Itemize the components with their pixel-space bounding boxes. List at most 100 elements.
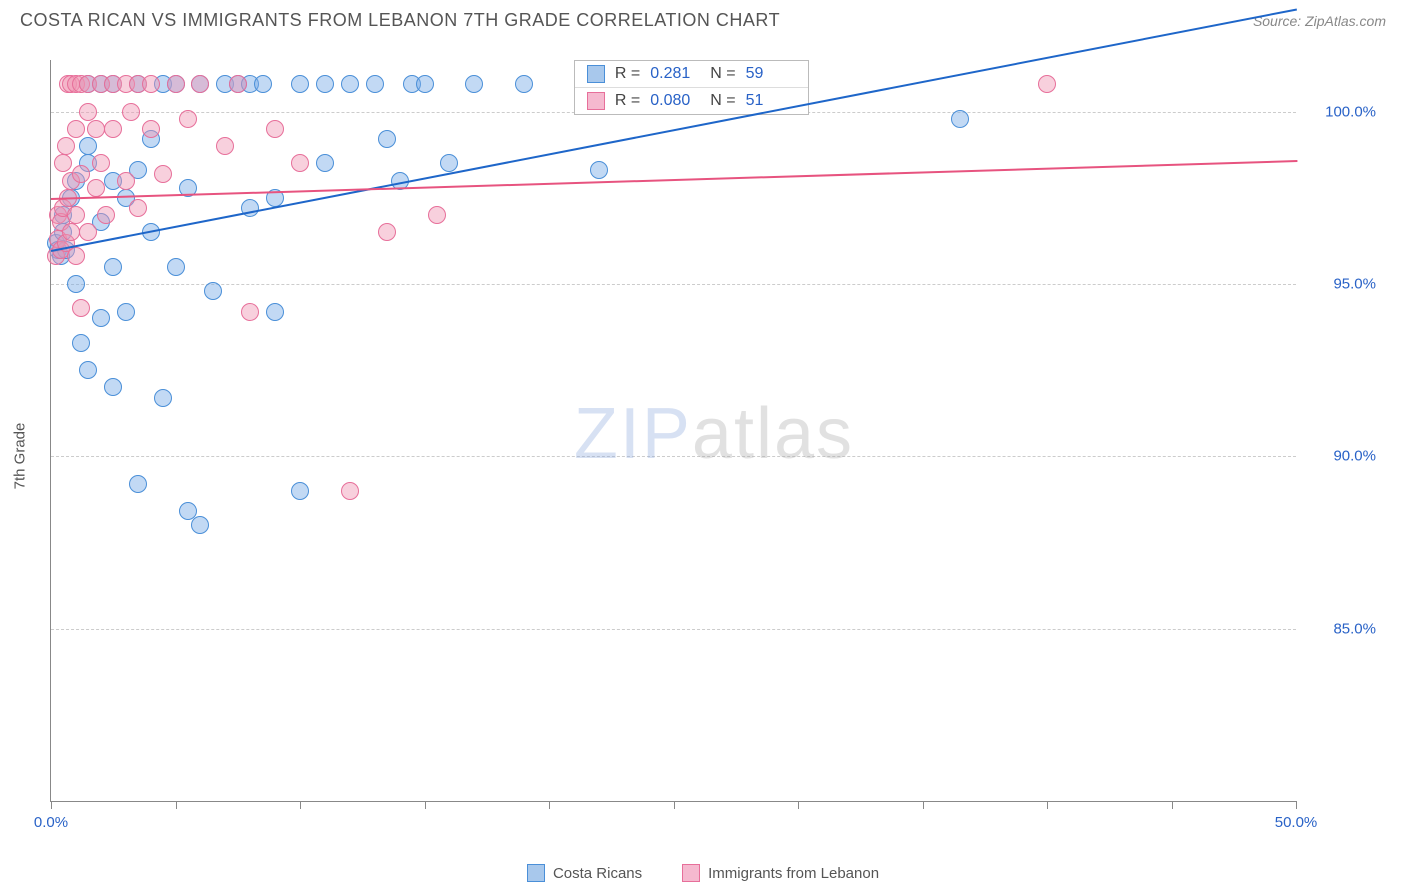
series-swatch — [587, 65, 605, 83]
data-point — [465, 75, 483, 93]
data-point — [87, 120, 105, 138]
data-point — [341, 482, 359, 500]
x-tick — [798, 801, 799, 809]
legend-swatch — [527, 864, 545, 882]
x-tick — [1172, 801, 1173, 809]
gridline — [51, 456, 1296, 457]
data-point — [216, 137, 234, 155]
legend: Costa Ricans Immigrants from Lebanon — [0, 864, 1406, 882]
x-tick — [549, 801, 550, 809]
x-tick — [425, 801, 426, 809]
data-point — [254, 75, 272, 93]
data-point — [266, 303, 284, 321]
stat-r-key: R = — [615, 92, 640, 110]
watermark-atlas: atlas — [692, 394, 854, 474]
data-point — [154, 389, 172, 407]
data-point — [266, 120, 284, 138]
x-tick — [1047, 801, 1048, 809]
y-tick-label: 100.0% — [1306, 103, 1376, 120]
data-point — [167, 75, 185, 93]
x-tick — [923, 801, 924, 809]
data-point — [72, 165, 90, 183]
data-point — [54, 154, 72, 172]
x-tick-label: 0.0% — [34, 814, 68, 831]
chart-container: 7th Grade 85.0%90.0%95.0%100.0%0.0%50.0%… — [50, 60, 1386, 852]
y-axis-label: 7th Grade — [12, 423, 29, 490]
data-point — [229, 75, 247, 93]
data-point — [87, 179, 105, 197]
data-point — [204, 282, 222, 300]
legend-item: Costa Ricans — [527, 864, 642, 882]
data-point — [366, 75, 384, 93]
data-point — [167, 258, 185, 276]
x-tick — [51, 801, 52, 809]
y-tick-label: 85.0% — [1306, 620, 1376, 637]
x-tick — [1296, 801, 1297, 809]
series-swatch — [587, 92, 605, 110]
y-tick-label: 90.0% — [1306, 448, 1376, 465]
data-point — [440, 154, 458, 172]
trend-line — [51, 160, 1297, 200]
data-point — [378, 130, 396, 148]
data-point — [122, 103, 140, 121]
data-point — [179, 110, 197, 128]
data-point — [79, 103, 97, 121]
data-point — [79, 361, 97, 379]
data-point — [1038, 75, 1056, 93]
gridline — [51, 284, 1296, 285]
x-tick-label: 50.0% — [1275, 814, 1318, 831]
data-point — [590, 161, 608, 179]
data-point — [79, 223, 97, 241]
data-point — [67, 247, 85, 265]
stat-n-key: N = — [710, 65, 735, 83]
data-point — [191, 75, 209, 93]
chart-title: COSTA RICAN VS IMMIGRANTS FROM LEBANON 7… — [20, 10, 780, 31]
stat-r-value: 0.281 — [650, 65, 700, 83]
legend-item: Immigrants from Lebanon — [682, 864, 879, 882]
data-point — [62, 223, 80, 241]
stat-n-value: 59 — [746, 65, 796, 83]
plot-area: 85.0%90.0%95.0%100.0%0.0%50.0%ZIPatlasR … — [50, 60, 1296, 802]
stats-box: R =0.281N =59R =0.080N =51 — [574, 60, 809, 115]
data-point — [291, 154, 309, 172]
data-point — [316, 154, 334, 172]
data-point — [129, 475, 147, 493]
data-point — [428, 206, 446, 224]
data-point — [142, 120, 160, 138]
data-point — [57, 137, 75, 155]
data-point — [117, 303, 135, 321]
legend-swatch — [682, 864, 700, 882]
data-point — [241, 303, 259, 321]
data-point — [97, 206, 115, 224]
legend-label: Costa Ricans — [553, 865, 642, 882]
stat-r-value: 0.080 — [650, 92, 700, 110]
data-point — [79, 137, 97, 155]
data-point — [67, 206, 85, 224]
data-point — [117, 172, 135, 190]
data-point — [515, 75, 533, 93]
data-point — [92, 154, 110, 172]
data-point — [67, 275, 85, 293]
stats-row: R = 0.281 N = 59 — [575, 61, 808, 88]
data-point — [378, 223, 396, 241]
trend-line — [51, 8, 1297, 252]
x-tick — [300, 801, 301, 809]
legend-label: Immigrants from Lebanon — [708, 865, 879, 882]
data-point — [416, 75, 434, 93]
data-point — [142, 75, 160, 93]
data-point — [72, 299, 90, 317]
data-point — [316, 75, 334, 93]
x-tick — [176, 801, 177, 809]
data-point — [67, 120, 85, 138]
data-point — [951, 110, 969, 128]
data-point — [104, 120, 122, 138]
stat-n-key: N = — [710, 92, 735, 110]
x-tick — [674, 801, 675, 809]
watermark: ZIPatlas — [574, 393, 854, 475]
data-point — [291, 482, 309, 500]
data-point — [104, 258, 122, 276]
data-point — [291, 75, 309, 93]
data-point — [191, 516, 209, 534]
stat-r-key: R = — [615, 65, 640, 83]
data-point — [104, 378, 122, 396]
